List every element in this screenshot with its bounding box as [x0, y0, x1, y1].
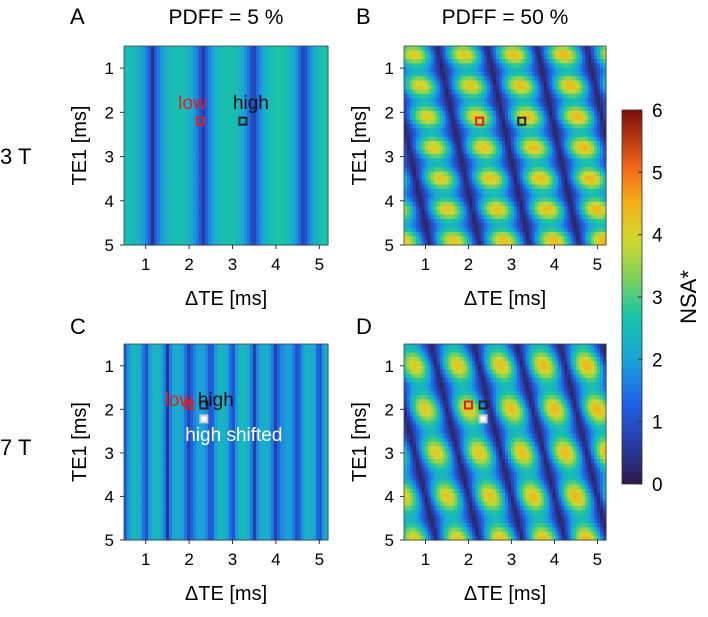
- y-tick-label: 2: [105, 103, 114, 122]
- panel-A: 1 2 3 4 5 1 2 3 4 5 ΔTE [ms] TE1 [ms] A PDFF = 5 % low…: [69, 4, 329, 310]
- x-tick-label: 1: [141, 255, 150, 274]
- y-axis-label: TE1 [ms]: [69, 105, 91, 185]
- heatmap-B-cells: [404, 46, 607, 246]
- x-axis-label: ΔTE [ms]: [185, 288, 267, 310]
- panel-title: PDFF = 5 %: [169, 6, 284, 29]
- panels: 1 2 3 4 5 1 2 3 4 5 ΔTE [ms] TE1 [ms] A PDFF = 5 % low…: [69, 4, 607, 605]
- marker-label: high: [233, 93, 269, 114]
- panel-letter: A: [70, 4, 85, 29]
- y-tick-label: 5: [105, 236, 114, 255]
- y-tick-label: 3: [105, 148, 114, 167]
- y-tick-label: 1: [105, 59, 114, 78]
- y-tick-label: 4: [105, 192, 114, 211]
- marker-label: low: [178, 93, 207, 114]
- x-tick-label: 2: [184, 255, 193, 274]
- x-tick-label: 3: [228, 255, 237, 274]
- row-label-3t: 3 T: [0, 144, 31, 169]
- x-tick-label: 5: [315, 255, 324, 274]
- heatmap-A-cells: [124, 46, 329, 246]
- x-tick-label: 4: [271, 255, 280, 274]
- row-label-7t: 7 T: [0, 435, 31, 460]
